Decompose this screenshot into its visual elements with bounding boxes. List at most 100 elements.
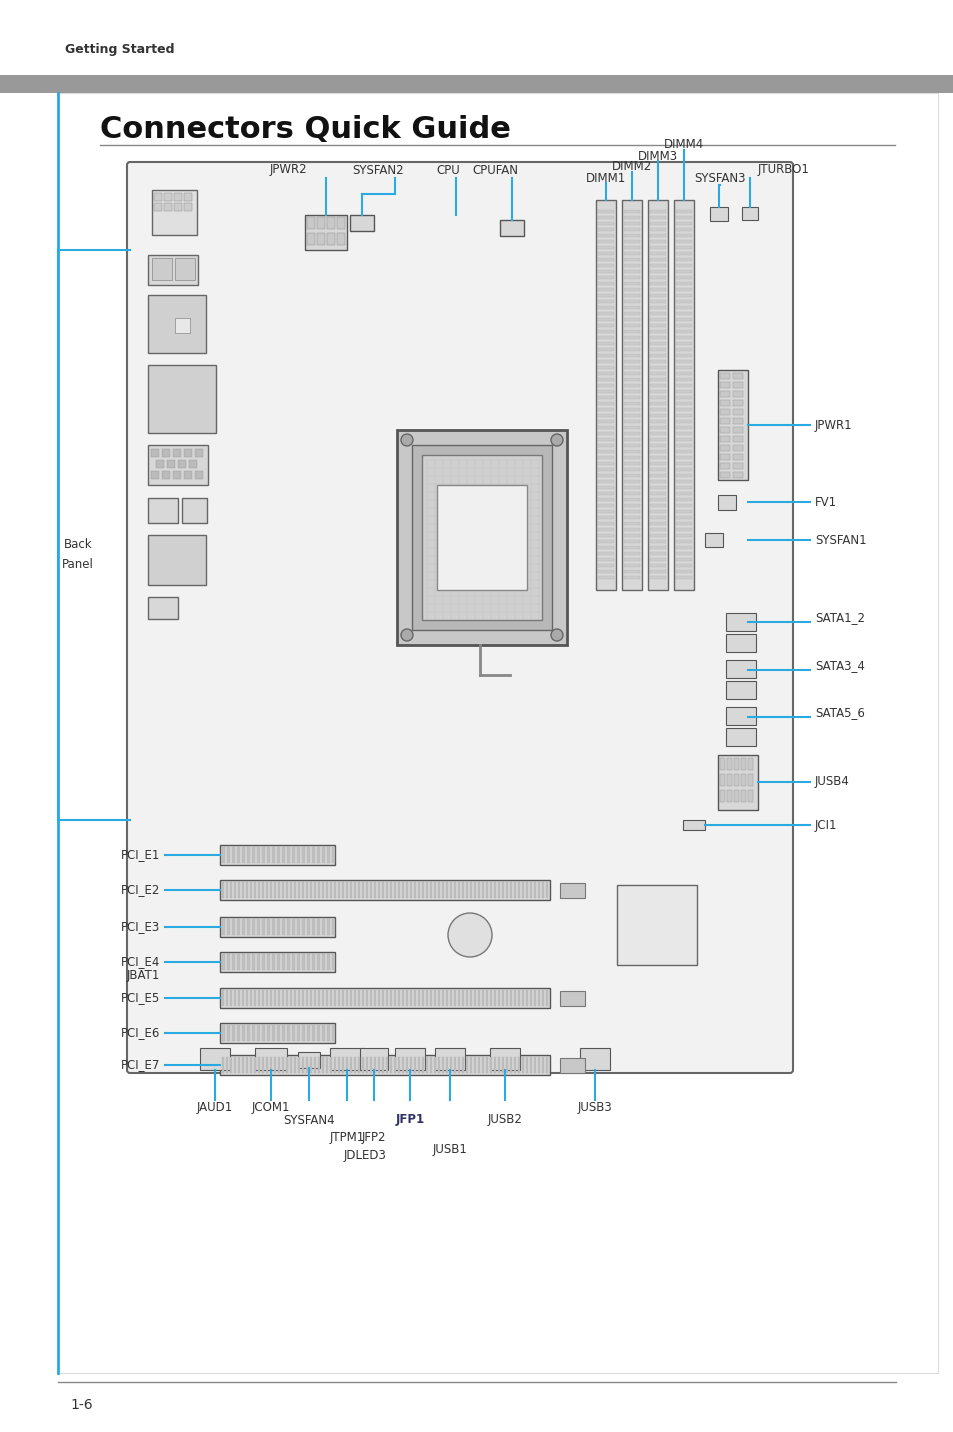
Bar	[649, 397, 665, 400]
Bar	[390, 1057, 392, 1073]
Bar	[598, 228, 614, 231]
Bar	[725, 613, 755, 632]
Bar	[720, 391, 729, 397]
Bar	[676, 384, 691, 387]
Bar	[649, 354, 665, 357]
Bar	[350, 882, 352, 898]
Text: SATA1_2: SATA1_2	[814, 611, 864, 624]
Bar	[246, 882, 248, 898]
Bar	[623, 523, 639, 526]
Bar	[521, 882, 523, 898]
Bar	[297, 1053, 319, 1068]
Bar	[292, 919, 294, 935]
Bar	[649, 372, 665, 375]
Bar	[441, 882, 443, 898]
Bar	[274, 882, 275, 898]
Bar	[148, 295, 206, 354]
Bar	[322, 846, 325, 863]
Bar	[316, 846, 319, 863]
Bar	[310, 1057, 312, 1073]
Bar	[262, 846, 265, 863]
Bar	[220, 952, 335, 972]
Bar	[525, 1057, 527, 1073]
Bar	[598, 258, 614, 261]
Bar	[596, 200, 616, 590]
Bar	[623, 384, 639, 387]
Bar	[236, 846, 240, 863]
Bar	[598, 367, 614, 369]
Bar	[598, 516, 614, 518]
Bar	[494, 1057, 496, 1073]
Bar	[649, 450, 665, 453]
Bar	[227, 919, 230, 935]
Bar	[296, 954, 299, 969]
Bar	[649, 306, 665, 309]
Bar	[178, 460, 186, 468]
Bar	[366, 1057, 368, 1073]
Bar	[726, 790, 731, 802]
Bar	[732, 445, 742, 451]
Bar	[623, 534, 639, 537]
Bar	[704, 533, 722, 547]
Bar	[421, 990, 423, 1007]
Bar	[598, 222, 614, 225]
Bar	[720, 454, 729, 460]
Bar	[598, 480, 614, 483]
Text: PCI_E1: PCI_E1	[120, 849, 160, 862]
Bar	[282, 1057, 284, 1073]
Bar	[598, 288, 614, 291]
Bar	[649, 359, 665, 362]
Bar	[649, 390, 665, 392]
Bar	[537, 990, 539, 1007]
Bar	[332, 1025, 335, 1041]
Bar	[222, 1057, 224, 1073]
Bar	[314, 990, 315, 1007]
Bar	[623, 540, 639, 543]
Bar	[262, 1057, 264, 1073]
Bar	[322, 1057, 324, 1073]
Bar	[490, 882, 492, 898]
Bar	[676, 463, 691, 465]
Bar	[481, 882, 483, 898]
Bar	[377, 882, 379, 898]
Circle shape	[448, 914, 492, 957]
Bar	[676, 485, 691, 488]
Bar	[253, 990, 255, 1007]
Text: PCI_E4: PCI_E4	[120, 955, 160, 968]
Bar	[450, 990, 452, 1007]
Bar	[598, 216, 614, 219]
Bar	[337, 882, 339, 898]
Bar	[374, 990, 375, 1007]
Bar	[623, 551, 639, 556]
Bar	[461, 990, 463, 1007]
Bar	[290, 990, 292, 1007]
Text: PCI_E7: PCI_E7	[120, 1058, 160, 1071]
Bar	[236, 1025, 240, 1041]
Bar	[676, 252, 691, 255]
Bar	[732, 427, 742, 432]
Bar	[621, 200, 641, 590]
Bar	[277, 990, 280, 1007]
Bar	[287, 954, 290, 969]
Bar	[623, 318, 639, 321]
Bar	[336, 233, 345, 245]
Bar	[446, 990, 448, 1007]
Bar	[332, 954, 335, 969]
Bar	[414, 882, 416, 898]
Bar	[598, 468, 614, 471]
Bar	[623, 570, 639, 573]
Bar	[326, 990, 328, 1007]
Bar	[437, 882, 439, 898]
Bar	[287, 1025, 290, 1041]
Bar	[649, 318, 665, 321]
Bar	[598, 414, 614, 417]
Bar	[361, 990, 364, 1007]
Bar	[220, 1055, 550, 1075]
Bar	[732, 454, 742, 460]
Bar	[623, 241, 639, 243]
Bar	[676, 516, 691, 518]
Bar	[327, 846, 330, 863]
Bar	[153, 193, 162, 200]
Bar	[501, 1057, 503, 1073]
Bar	[276, 1025, 280, 1041]
